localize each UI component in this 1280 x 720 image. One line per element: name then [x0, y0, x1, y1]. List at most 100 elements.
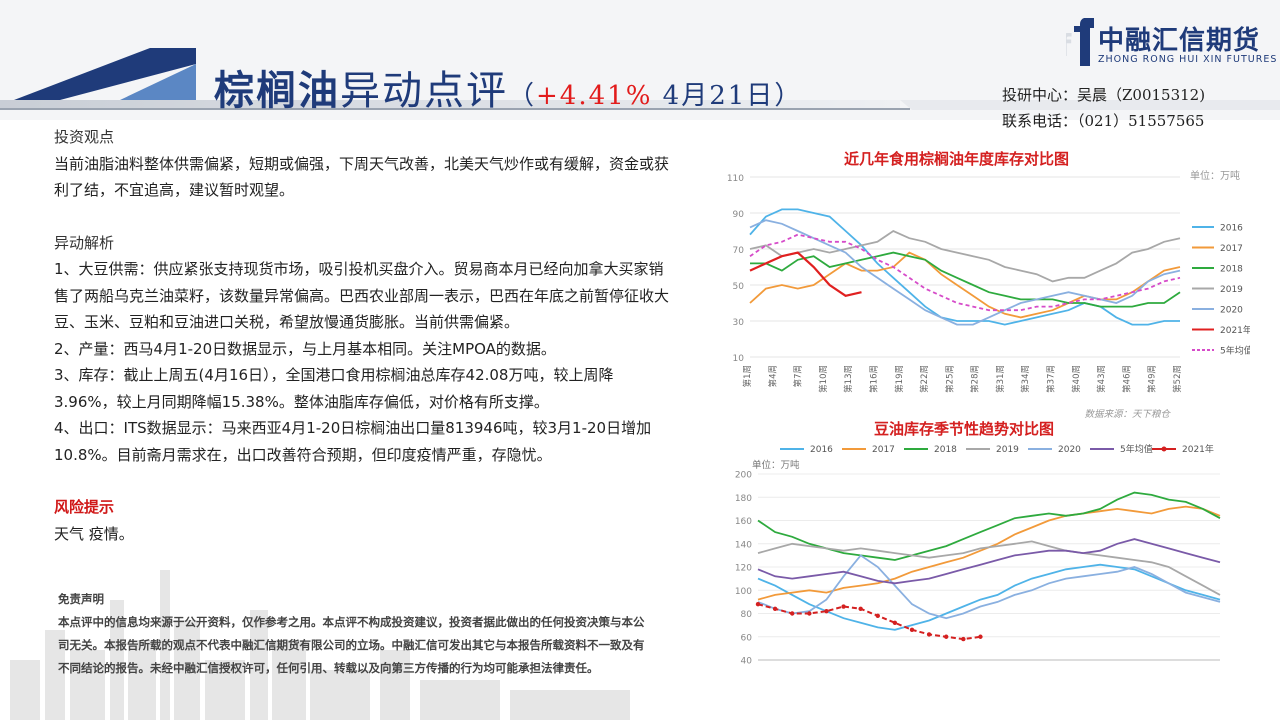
series-line: [757, 538, 1221, 585]
series-line: [749, 251, 1181, 319]
series-line: [749, 208, 1180, 326]
unit-label: 单位：万吨: [752, 459, 800, 471]
title-paren-close: ）: [774, 81, 803, 111]
disclaimer-heading: 免责声明: [58, 592, 104, 606]
x-tick-label: 第43周: [1096, 365, 1107, 393]
x-tick-label: 第13周: [843, 365, 854, 393]
disclaimer: 免责声明 本点评中的信息均来源于公开资料，仅作参考之用。本点评不构成投资建议，投…: [58, 588, 648, 680]
legend-label: 2017: [1220, 244, 1243, 254]
y-tick-label: 60: [741, 633, 753, 643]
page-title: 棕榈油异动点评（+4.41% 4月21日）: [214, 58, 802, 116]
data-point: [841, 604, 846, 609]
legend-label: 2021年: [1182, 443, 1214, 455]
y-tick-label: 70: [733, 246, 745, 256]
phone-line: 联系电话：（021）51557565: [1002, 112, 1205, 130]
data-point: [944, 634, 949, 639]
series-line: [757, 554, 1221, 620]
y-tick-label: 160: [735, 517, 752, 527]
legend-label: 2020: [1220, 306, 1243, 316]
data-point: [978, 634, 983, 639]
source-note: 数据来源：天下粮仓: [1084, 408, 1171, 420]
data-point: [961, 636, 966, 642]
x-tick-label: 第7周: [793, 365, 804, 387]
series-line: [757, 563, 1221, 631]
investment-view-text: 当前油脂油料整体供需偏紧，短期或偏强，下周天气改善，北美天气炒作或有缓解，资金或…: [54, 154, 670, 200]
data-point: [807, 611, 812, 616]
analysis-item: 1、大豆供需：供应紧张支持现货市场，吸引投机买盘介入。贸易商本月已经向加拿大买家…: [54, 260, 670, 331]
data-point: [824, 608, 829, 614]
x-tick-label: 第52周: [1172, 365, 1183, 393]
y-tick-label: 50: [733, 282, 745, 292]
data-point: [926, 632, 932, 637]
y-tick-label: 100: [735, 587, 752, 597]
investment-view-heading: 投资观点: [54, 128, 115, 146]
title-date: 4月21日: [652, 81, 775, 111]
legend-label: 2016: [810, 445, 833, 455]
series-line: [749, 233, 1181, 312]
chart1-title: 近几年食用棕榈油年度库存对比图: [844, 150, 1070, 168]
y-tick-label: 80: [741, 610, 753, 620]
series-line: [749, 219, 1181, 326]
title-percentage: +4.41%: [536, 81, 653, 111]
x-tick-label: 第49周: [1147, 365, 1158, 393]
x-tick-label: 第40周: [1071, 365, 1082, 393]
series-line: [750, 251, 1181, 308]
header-decoration: [0, 0, 1280, 120]
x-tick-label: 第16周: [868, 365, 879, 393]
legend-label: 2018: [934, 445, 957, 455]
data-point: [875, 613, 880, 619]
disclaimer-text: 本点评中的信息均来源于公开资料，仅作参考之用。本点评不构成投资建议，投资者据此做…: [58, 615, 645, 675]
legend-label: 2020: [1058, 445, 1081, 455]
logo-english-name: ZHONG RONG HUI XIN FUTURES: [1098, 54, 1278, 65]
y-tick-label: 40: [741, 657, 753, 667]
y-tick-label: 200: [735, 471, 752, 481]
x-tick-label: 第19周: [894, 365, 905, 393]
x-tick-label: 第34周: [1020, 365, 1031, 393]
analysis-item: 4、出口：ITS数据显示：马来西亚4月1-20日棕榈油出口量813946吨，较3…: [54, 419, 652, 464]
x-tick-label: 第31周: [995, 365, 1006, 393]
risk-text: 天气 疫情。: [54, 524, 134, 543]
city-skyline-watermark: [10, 570, 630, 720]
title-main: 棕榈油: [214, 67, 340, 114]
x-tick-label: 第37周: [1046, 365, 1057, 393]
legend-label: 2016: [1220, 224, 1243, 234]
data-point: [755, 602, 761, 607]
risk-heading: 风险提示: [54, 498, 115, 516]
x-tick-label: 第46周: [1121, 365, 1132, 393]
legend-label: 2018: [1220, 265, 1243, 275]
title-paren-open: （: [508, 81, 537, 111]
y-tick-label: 110: [727, 174, 744, 184]
logo-chinese-name: 中融汇信期货: [1098, 26, 1261, 56]
data-point: [772, 606, 778, 612]
x-tick-label: 第25周: [944, 365, 955, 393]
y-tick-label: 30: [733, 318, 745, 328]
series-line: [757, 603, 981, 641]
chart2-title: 豆油库存季节性趋势对比图: [874, 420, 1055, 438]
legend-label: 2019: [996, 445, 1019, 455]
commentary-body: 投资观点 当前油脂油料整体供需偏紧，短期或偏强，下周天气改善，北美天气炒作或有缓…: [54, 124, 674, 547]
title-sub: 异动点评: [340, 68, 508, 114]
series-line: [749, 251, 862, 297]
y-tick-label: 90: [733, 210, 745, 220]
y-tick-label: 140: [735, 540, 752, 550]
svg-text:zrf: zrf: [1066, 29, 1072, 64]
x-tick-label: 第10周: [818, 365, 829, 393]
analyst-line: 投研中心：吴晨（Z0015312): [1002, 86, 1206, 104]
y-tick-label: 10: [733, 354, 745, 364]
series-line: [749, 229, 1181, 283]
legend-label: 2019: [1220, 285, 1243, 295]
analysis-heading: 异动解析: [54, 233, 115, 252]
legend-marker: [1161, 446, 1167, 452]
analysis-item: 2、产量：西马4月1-20日数据显示，与上月基本相同。关注MPOA的数据。: [54, 339, 556, 358]
y-tick-label: 120: [735, 564, 752, 574]
company-logo-icon: zrf: [1066, 18, 1094, 66]
contact-info: 投研中心：吴晨（Z0015312) 联系电话：（021）51557565: [1002, 82, 1205, 134]
unit-label: 单位：万吨: [1190, 169, 1240, 182]
legend-label: 5年均值: [1220, 345, 1250, 357]
data-point: [858, 606, 863, 612]
x-tick-label: 第22周: [919, 365, 930, 393]
series-line: [757, 491, 1221, 561]
series-line: [757, 540, 1221, 596]
